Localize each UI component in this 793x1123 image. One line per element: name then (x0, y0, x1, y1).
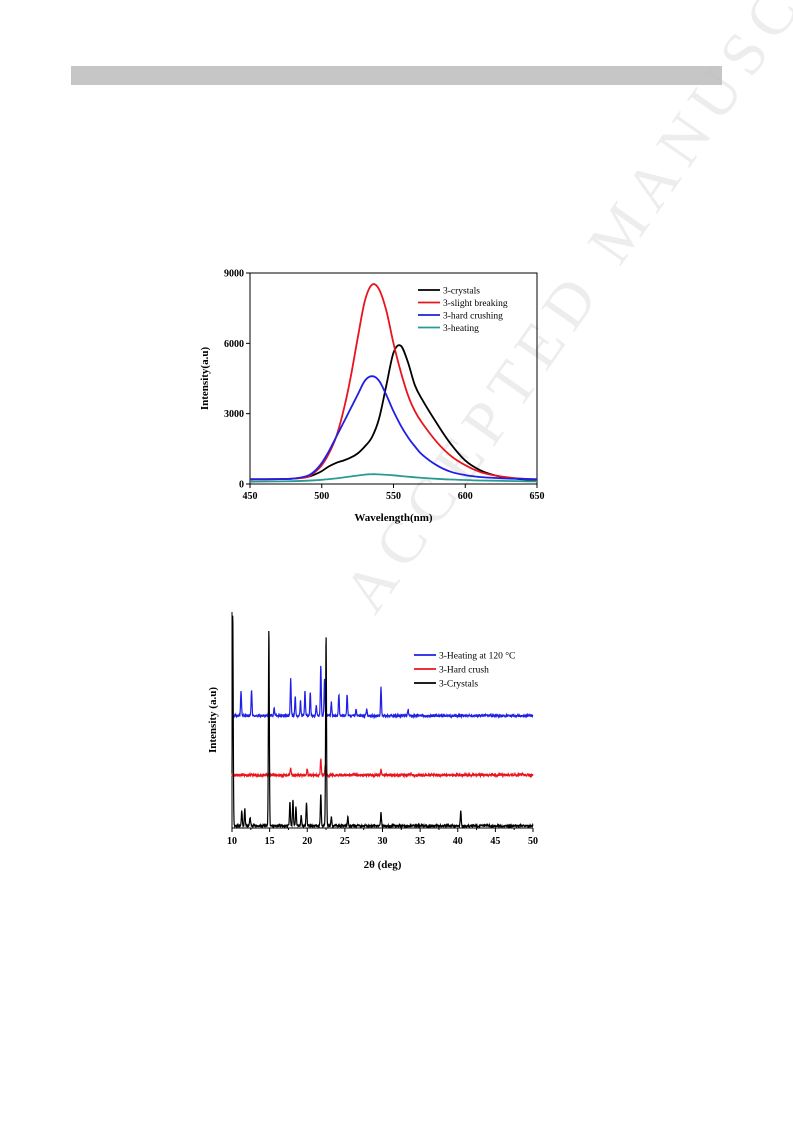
x-tick-label: 650 (530, 491, 545, 502)
x-tick-label: 10 (227, 836, 237, 847)
y-tick-label: 0 (239, 480, 244, 491)
x-axis-label: Wavelength(nm) (354, 512, 433, 524)
y-axis-label: Intensity (a.u) (207, 687, 219, 753)
x-tick-label: 20 (302, 836, 312, 847)
series-line (249, 375, 538, 481)
series-line (249, 344, 538, 481)
x-axis-label: 2θ (deg) (364, 859, 402, 871)
y-axis-label: Intensity(a.u) (199, 347, 211, 411)
x-tick-label: 500 (314, 491, 329, 502)
series-line (231, 615, 534, 830)
x-tick-label: 600 (458, 491, 473, 502)
x-tick-label: 40 (453, 836, 463, 847)
x-tick-label: 35 (415, 836, 425, 847)
x-tick-label: 550 (386, 491, 401, 502)
x-tick-label: 50 (528, 836, 538, 847)
x-tick-label: 450 (243, 491, 258, 502)
legend-label: 3-crystals (443, 286, 480, 296)
x-tick-label: 15 (265, 836, 275, 847)
x-tick-label: 45 (490, 836, 500, 847)
x-tick-label: 25 (340, 836, 350, 847)
y-tick-label: 6000 (224, 339, 244, 350)
legend-label: 3-hard crushing (443, 311, 503, 321)
legend-label: 3-Crystals (439, 679, 478, 689)
legend-label: 3-Hard crush (439, 665, 489, 675)
series-line (231, 758, 534, 779)
header-bar (71, 66, 722, 85)
legend-label: 3-slight breaking (443, 299, 508, 309)
legend-label: 3-heating (443, 324, 479, 334)
series-line (249, 473, 538, 483)
x-tick-label: 30 (378, 836, 388, 847)
series-line (231, 665, 534, 720)
legend-label: 3-Heating at 120 °C (439, 650, 515, 661)
y-tick-label: 9000 (224, 269, 244, 280)
series-line (249, 283, 538, 481)
y-tick-label: 3000 (224, 409, 244, 420)
